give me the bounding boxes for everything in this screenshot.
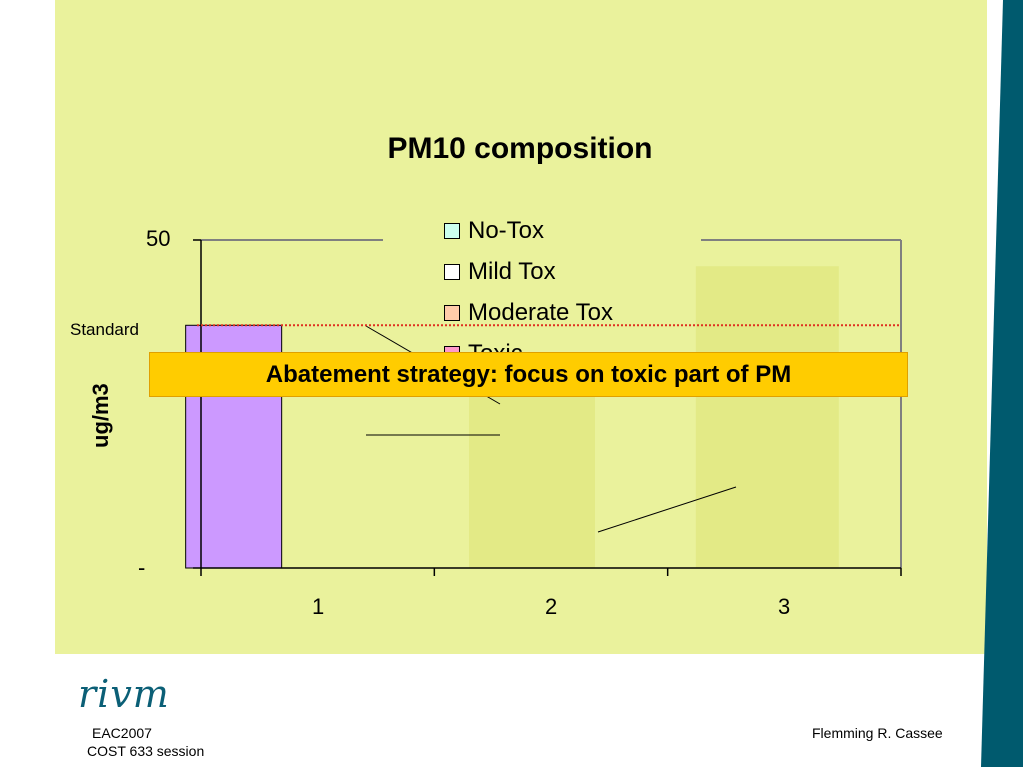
y-axis-label-wrap: ug/m3	[88, 383, 118, 478]
y-tick-label-zero: -	[138, 555, 146, 580]
footer-event: EAC2007	[92, 725, 152, 741]
legend-swatch	[444, 263, 460, 280]
y-tick-label-max: 50	[146, 226, 171, 251]
legend-swatch	[444, 222, 460, 239]
legend-item-moderate-tox: Moderate Tox	[444, 292, 613, 333]
legend-item-no-tox: No-Tox	[444, 210, 613, 251]
x-tick-label-1: 1	[312, 594, 325, 619]
legend-label: Mild Tox	[468, 257, 556, 285]
x-tick-label-3: 3	[778, 594, 791, 619]
rivm-logo: rivm	[78, 672, 170, 716]
footer-author: Flemming R. Cassee	[812, 725, 943, 741]
standard-label: Standard	[70, 320, 139, 339]
legend-item-mild-tox: Mild Tox	[444, 251, 613, 292]
bar-category-2	[469, 377, 595, 568]
footer-session: COST 633 session	[87, 743, 205, 759]
legend-label: No-Tox	[468, 216, 545, 244]
series-connector-line	[597, 486, 737, 533]
bar-category-3	[695, 266, 839, 568]
x-tick-label-2: 2	[545, 594, 558, 619]
y-axis-label: ug/m3	[88, 383, 113, 448]
chart-title: PM10 composition	[387, 132, 653, 165]
legend-swatch	[444, 304, 460, 321]
legend: No-Tox Mild Tox Moderate Tox Toxic	[444, 210, 613, 374]
legend-label: Moderate Tox	[468, 298, 613, 326]
abatement-banner: Abatement strategy: focus on toxic part …	[149, 352, 908, 397]
